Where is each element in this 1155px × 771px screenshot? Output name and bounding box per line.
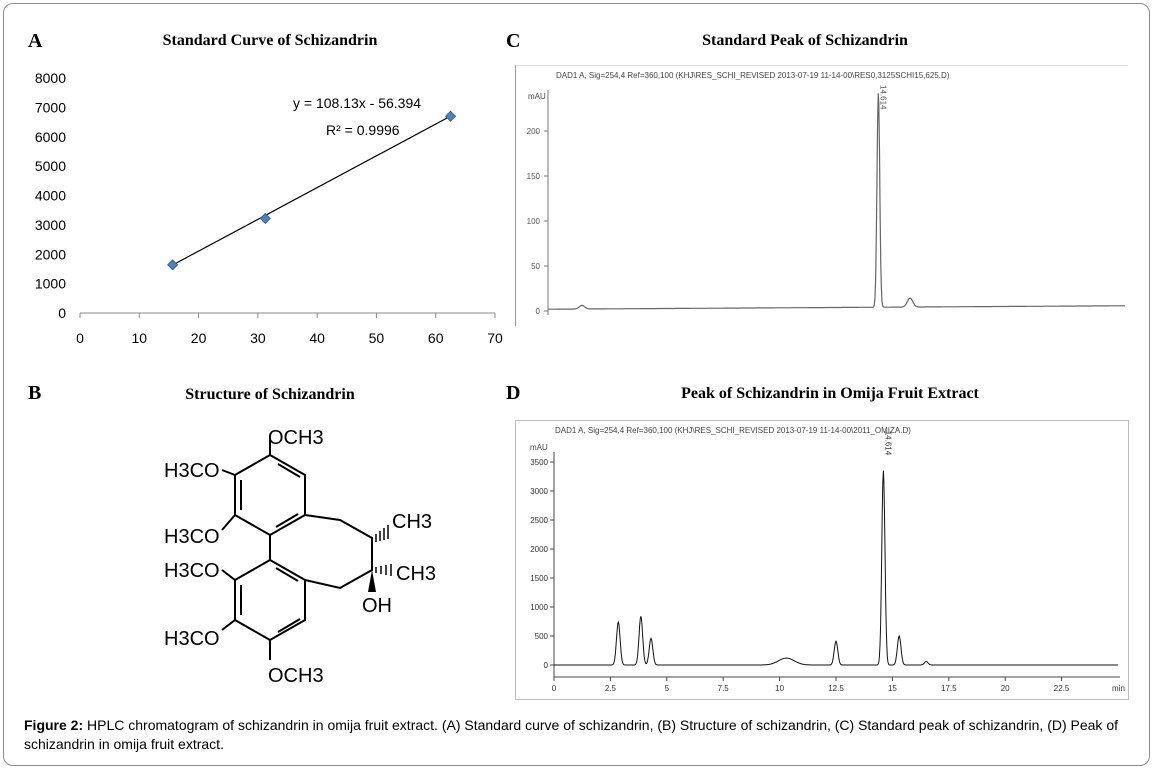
- y-tick-label: 4000: [35, 188, 66, 204]
- trendline-equation: y = 108.13x - 56.394: [293, 95, 422, 111]
- c-y-tick-label: 150: [527, 172, 541, 181]
- d-x-tick-label: 5: [665, 684, 670, 693]
- y-tick-label: 7000: [35, 99, 66, 115]
- x-tick-label: 40: [309, 330, 325, 346]
- panel-d-unit: mAU: [530, 443, 548, 452]
- d-x-tick-label: 12.5: [828, 684, 844, 693]
- y-tick-label: 3000: [35, 217, 66, 233]
- standard-curve-chart: 0 10 20 30 40 50 60 70 0 1000 2000 3000 4000 5000 6000…: [35, 70, 503, 346]
- panel-b-letter: B: [28, 382, 42, 404]
- c-peak-label: 14.614: [878, 85, 887, 110]
- c-y-tick-label: 200: [527, 127, 541, 136]
- d-x-tick-label: 17.5: [941, 684, 957, 693]
- x-tick-label: 10: [131, 330, 147, 346]
- d-y-tick-label: 1000: [530, 603, 548, 612]
- label-h3co-1: H3CO: [164, 460, 220, 482]
- panel-b-title: Structure of Schizandrin: [185, 386, 355, 403]
- d-y-tick-label: 3000: [530, 487, 548, 496]
- panel-d-letter: D: [506, 382, 521, 404]
- y-tick-label: 1000: [35, 276, 66, 292]
- x-tick-label: 50: [369, 330, 385, 346]
- label-oh: OH: [362, 595, 392, 617]
- label-ch3-1: CH3: [392, 511, 432, 533]
- y-tick-label: 2000: [35, 246, 66, 262]
- x-tick-label: 60: [428, 330, 444, 346]
- label-h3co-3: H3CO: [164, 560, 220, 582]
- d-y-tick-label: 500: [535, 632, 549, 641]
- schizandrin-structure: OCH3 H3CO H3CO H3CO H3CO OCH3 CH3 CH3 OH: [164, 427, 436, 687]
- d-x-tick-label: 2.5: [605, 684, 617, 693]
- y-tick-label: 5000: [35, 158, 66, 174]
- panel-c-letter: C: [506, 30, 521, 52]
- panel-a-title: Standard Curve of Schizandrin: [162, 32, 378, 49]
- d-x-tick-label: 15: [888, 684, 897, 693]
- d-x-unit-label: min: [1112, 684, 1125, 693]
- figure-caption: Figure 2: HPLC chromatogram of schizandr…: [24, 716, 1134, 754]
- d-peak-label: 14.614: [883, 431, 892, 456]
- label-och3-bottom: OCH3: [268, 665, 324, 687]
- x-tick-label: 30: [250, 330, 266, 346]
- c-trace: [548, 93, 1125, 310]
- y-tick-label: 8000: [35, 70, 66, 86]
- panel-c-title: Standard Peak of Schizandrin: [702, 32, 908, 49]
- label-h3co-4: H3CO: [164, 628, 220, 650]
- data-point: [167, 259, 179, 271]
- d-x-tick-label: 22.5: [1054, 684, 1070, 693]
- d-y-tick-label: 2500: [530, 516, 548, 525]
- label-och3-top: OCH3: [268, 427, 324, 449]
- y-tick-label: 0: [58, 305, 66, 321]
- c-y-tick-label: 100: [527, 217, 541, 226]
- figure-frame: [3, 3, 1150, 766]
- d-y-tick-label: 2000: [530, 545, 548, 554]
- trendline: [172, 115, 451, 266]
- r-squared-label: R² = 0.9996: [326, 122, 400, 138]
- caption-text: HPLC chromatogram of schizandrin in omij…: [24, 717, 1118, 752]
- d-trace: [554, 470, 1118, 666]
- label-h3co-2: H3CO: [164, 526, 220, 548]
- panel-c-chromatogram-box: [515, 65, 1128, 326]
- d-y-tick-label: 0: [544, 661, 549, 670]
- label-ch3-2: CH3: [396, 563, 436, 585]
- panel-d-title: Peak of Schizandrin in Omija Fruit Extra…: [681, 385, 979, 402]
- c-y-tick-label: 0: [536, 307, 541, 316]
- data-point: [259, 212, 271, 224]
- panel-c-unit: mAU: [528, 92, 546, 101]
- panel-d-chromatogram-box: [515, 420, 1129, 700]
- panel-a-letter: A: [28, 30, 43, 52]
- d-y-tick-label: 3500: [530, 458, 548, 467]
- d-x-tick-label: 10: [775, 684, 784, 693]
- data-point: [444, 110, 457, 122]
- x-tick-label: 0: [76, 330, 84, 346]
- x-tick-label: 20: [191, 330, 207, 346]
- d-x-tick-label: 7.5: [718, 684, 730, 693]
- panel-c-header: DAD1 A, Sig=254,4 Ref=360,100 (KHJ\RES_S…: [556, 71, 950, 80]
- d-x-tick-label: 0: [552, 684, 557, 693]
- d-y-tick-label: 1500: [530, 574, 548, 583]
- y-tick-label: 6000: [35, 129, 66, 145]
- caption-label: Figure 2:: [24, 717, 84, 733]
- panel-d-header: DAD1 A, Sig=254,4 Ref=360,100 (KHJ\RES_S…: [555, 426, 911, 435]
- x-tick-label: 70: [487, 330, 503, 346]
- d-x-tick-label: 20: [1001, 684, 1010, 693]
- c-y-tick-label: 50: [531, 262, 540, 271]
